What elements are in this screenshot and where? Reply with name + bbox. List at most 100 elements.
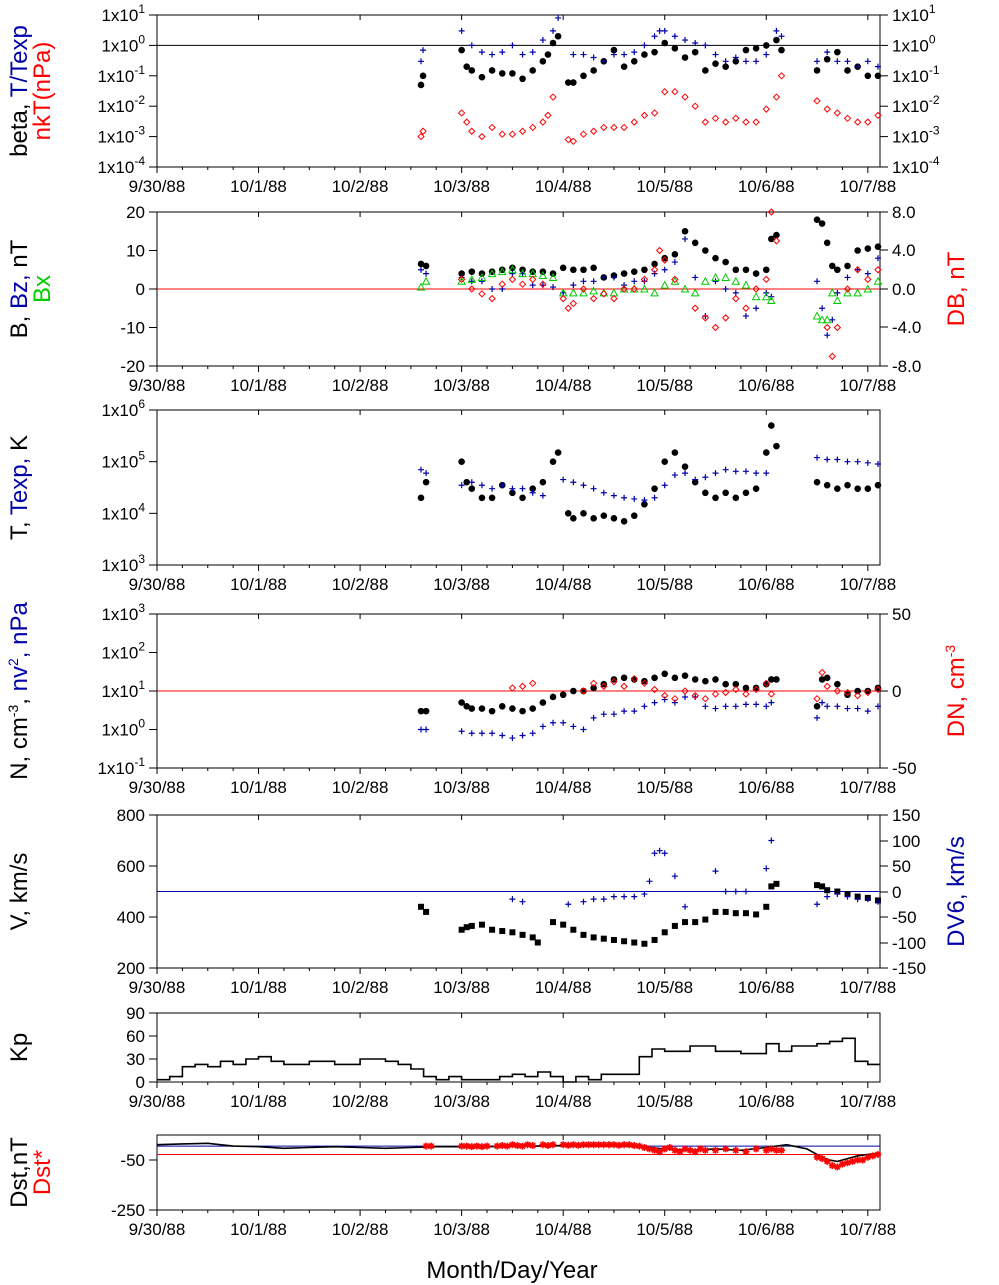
data-point bbox=[600, 682, 608, 691]
tick-exponent: 0 bbox=[929, 32, 936, 46]
data-point bbox=[853, 118, 862, 126]
data-point bbox=[864, 275, 872, 284]
data-point bbox=[824, 456, 831, 463]
data-point bbox=[478, 730, 485, 737]
data-point bbox=[564, 304, 572, 312]
data-point bbox=[417, 260, 425, 268]
x-tick-label: 10/1/88 bbox=[230, 575, 287, 594]
x-tick-label: 10/5/88 bbox=[636, 978, 693, 997]
label-part: -3 bbox=[942, 645, 958, 658]
data-point bbox=[590, 934, 597, 941]
data-point bbox=[564, 79, 572, 86]
data-point bbox=[752, 285, 760, 293]
data-point bbox=[559, 264, 567, 272]
data-point bbox=[550, 919, 557, 926]
data-point bbox=[590, 54, 597, 61]
data-point bbox=[732, 685, 740, 694]
data-point bbox=[478, 494, 486, 502]
series-texp bbox=[418, 454, 881, 504]
data-point bbox=[463, 478, 471, 486]
data-point bbox=[827, 288, 837, 297]
data-point bbox=[580, 726, 587, 733]
data-point bbox=[691, 1148, 699, 1156]
data-point bbox=[580, 931, 587, 938]
data-point bbox=[420, 47, 427, 54]
data-point bbox=[742, 888, 749, 895]
data-point bbox=[534, 939, 541, 946]
data-point bbox=[417, 132, 425, 141]
tick-exponent: 0 bbox=[138, 717, 145, 731]
data-point bbox=[600, 58, 607, 65]
data-point bbox=[610, 46, 618, 54]
data-point bbox=[630, 118, 638, 126]
series-kp bbox=[157, 1037, 880, 1083]
data-point bbox=[468, 730, 475, 737]
data-point bbox=[671, 699, 678, 706]
data-point bbox=[610, 678, 618, 686]
data-point bbox=[473, 1142, 481, 1150]
tick-exponent: -2 bbox=[929, 93, 940, 107]
data-point bbox=[844, 274, 851, 281]
data-point bbox=[509, 70, 516, 77]
data-point bbox=[844, 67, 851, 74]
data-point bbox=[478, 290, 486, 298]
data-point bbox=[712, 51, 719, 58]
tick-base: 1x10 bbox=[101, 682, 138, 701]
data-point bbox=[468, 705, 476, 712]
data-point bbox=[711, 323, 720, 332]
y-tick-label: 1x102 bbox=[101, 640, 145, 663]
data-point bbox=[762, 275, 770, 284]
tick-exponent: 2 bbox=[138, 640, 145, 654]
plot-dens bbox=[157, 668, 882, 742]
data-point bbox=[777, 72, 786, 80]
data-point bbox=[468, 1143, 476, 1151]
label-part: N, cm bbox=[6, 717, 33, 780]
data-point bbox=[508, 275, 517, 284]
data-point bbox=[818, 1155, 826, 1163]
tick-exponent: -1 bbox=[929, 63, 940, 77]
data-point bbox=[813, 97, 821, 105]
y-tick-label: 1x10-2 bbox=[97, 93, 145, 116]
data-point bbox=[702, 489, 709, 497]
data-point bbox=[834, 456, 841, 463]
data-point bbox=[529, 275, 537, 284]
data-point bbox=[691, 102, 699, 110]
data-point bbox=[419, 127, 427, 135]
data-point bbox=[509, 489, 516, 497]
data-point bbox=[569, 299, 578, 308]
data-point bbox=[610, 893, 617, 900]
data-point bbox=[681, 54, 689, 61]
data-point bbox=[778, 33, 785, 40]
series-dn bbox=[508, 668, 882, 703]
data-point bbox=[823, 239, 831, 247]
data-point bbox=[702, 916, 709, 923]
data-point bbox=[864, 270, 871, 277]
data-point bbox=[671, 449, 679, 456]
data-point bbox=[817, 315, 827, 324]
x-tick-label: 10/2/88 bbox=[332, 1092, 389, 1111]
series-dv6 bbox=[509, 837, 881, 910]
data-point bbox=[732, 494, 740, 502]
data-point bbox=[864, 72, 872, 80]
label-part: T/Texp bbox=[6, 25, 33, 97]
data-point bbox=[579, 288, 588, 297]
data-point bbox=[833, 1163, 841, 1171]
data-point bbox=[458, 458, 465, 465]
data-point bbox=[680, 284, 690, 293]
data-point bbox=[519, 485, 526, 492]
y-axis-label: beta, T/Texp bbox=[6, 25, 33, 157]
series-n bbox=[417, 670, 882, 715]
data-point bbox=[691, 239, 699, 247]
y-tick-label: 1x10-4 bbox=[97, 154, 145, 177]
data-point bbox=[814, 882, 821, 889]
series-bz bbox=[418, 235, 881, 339]
y-tick-label: 0 bbox=[136, 280, 145, 299]
data-point bbox=[560, 719, 567, 726]
x-tick-label: 10/5/88 bbox=[636, 778, 693, 797]
tick-exponent: 1 bbox=[929, 2, 936, 16]
data-point bbox=[712, 705, 719, 712]
data-point bbox=[778, 1146, 786, 1154]
data-point bbox=[671, 275, 679, 284]
data-point bbox=[518, 127, 527, 135]
panel-frame bbox=[156, 409, 881, 566]
